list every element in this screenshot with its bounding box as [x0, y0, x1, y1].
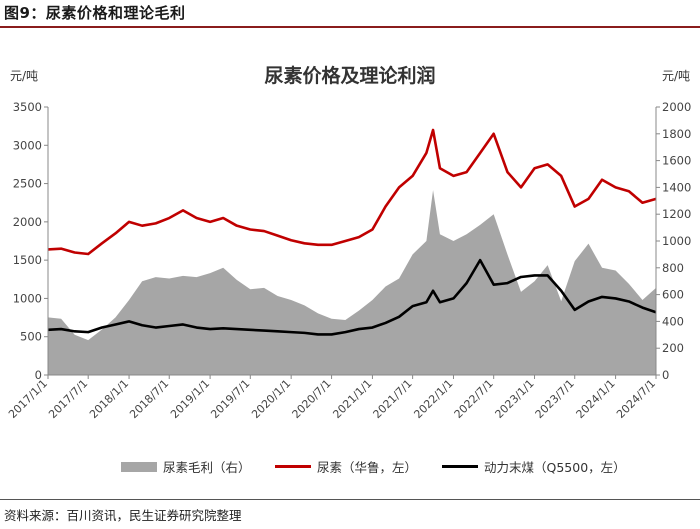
- x-tick-label: 2017/7/1: [46, 377, 90, 421]
- top-rule: [0, 26, 700, 28]
- margin-area-layer: [48, 190, 656, 375]
- bottom-rule: [0, 499, 700, 500]
- line-layer: [47, 128, 657, 336]
- legend-swatch-coal: [442, 465, 478, 468]
- right-tick-label: 1800: [662, 127, 691, 141]
- left-axis-unit: 元/吨: [10, 69, 38, 83]
- right-tick-label: 1200: [662, 207, 691, 221]
- right-tick-label: 2000: [662, 100, 691, 114]
- x-tick-label: 2019/1/1: [168, 377, 212, 421]
- legend-item-urea: 尿素（华鲁，左）: [275, 457, 417, 476]
- right-tick-label: 400: [662, 314, 684, 328]
- x-tick-label: 2022/1/1: [411, 377, 455, 421]
- right-tick-label: 800: [662, 261, 684, 275]
- chart-title: 尿素价格及理论利润: [264, 64, 435, 87]
- x-tick-label: 2023/7/1: [533, 377, 577, 421]
- right-axis-unit: 元/吨: [662, 69, 690, 83]
- legend-item-coal: 动力末煤（Q5500，左）: [442, 457, 626, 476]
- x-tick-label: 2020/1/1: [249, 377, 293, 421]
- right-tick-label: 200: [662, 341, 684, 355]
- left-tick-label: 0: [35, 368, 42, 382]
- x-tick-label: 2018/1/1: [87, 377, 131, 421]
- source-note: 资料来源：百川资讯，民生证券研究院整理: [4, 508, 242, 523]
- left-tick-label: 1500: [13, 253, 42, 267]
- legend-label-margin: 尿素毛利（右）: [163, 460, 251, 475]
- x-tick-label: 2023/1/1: [493, 377, 537, 421]
- left-tick-label: 2000: [13, 215, 42, 229]
- legend-label-urea: 尿素（华鲁，左）: [317, 460, 418, 475]
- left-tick-label: 500: [20, 330, 42, 344]
- x-tick-label: 2018/7/1: [127, 377, 171, 421]
- x-tick-label: 2024/7/1: [614, 377, 658, 421]
- left-tick-label: 3000: [13, 138, 42, 152]
- figure-title: 图9：尿素价格和理论毛利: [4, 4, 186, 22]
- x-tick-label: 2019/7/1: [208, 377, 252, 421]
- left-tick-label: 2500: [13, 177, 42, 191]
- x-tick-label: 2021/7/1: [371, 377, 415, 421]
- legend-swatch-urea: [275, 465, 311, 468]
- right-tick-label: 0: [662, 368, 669, 382]
- x-tick-label: 2020/7/1: [290, 377, 334, 421]
- left-tick-label: 1000: [13, 291, 42, 305]
- x-tick-label: 2024/1/1: [574, 377, 618, 421]
- x-tick-label: 2017/1/1: [6, 377, 50, 421]
- right-tick-label: 1400: [662, 180, 691, 194]
- legend-item-margin: 尿素毛利（右）: [121, 457, 251, 476]
- right-tick-label: 1000: [662, 234, 691, 248]
- right-tick-label: 1600: [662, 154, 691, 168]
- right-tick-label: 600: [662, 288, 684, 302]
- legend: 尿素毛利（右） 尿素（华鲁，左） 动力末煤（Q5500，左）: [0, 457, 700, 477]
- x-tick-label: 2022/7/1: [452, 377, 496, 421]
- series-coal-line: [47, 258, 657, 336]
- series-margin-area: [48, 190, 656, 375]
- series-urea-line: [47, 128, 657, 256]
- legend-swatch-margin: [121, 461, 157, 472]
- left-tick-label: 3500: [13, 100, 42, 114]
- legend-label-coal: 动力末煤（Q5500，左）: [484, 460, 626, 475]
- x-tick-label: 2021/1/1: [330, 377, 374, 421]
